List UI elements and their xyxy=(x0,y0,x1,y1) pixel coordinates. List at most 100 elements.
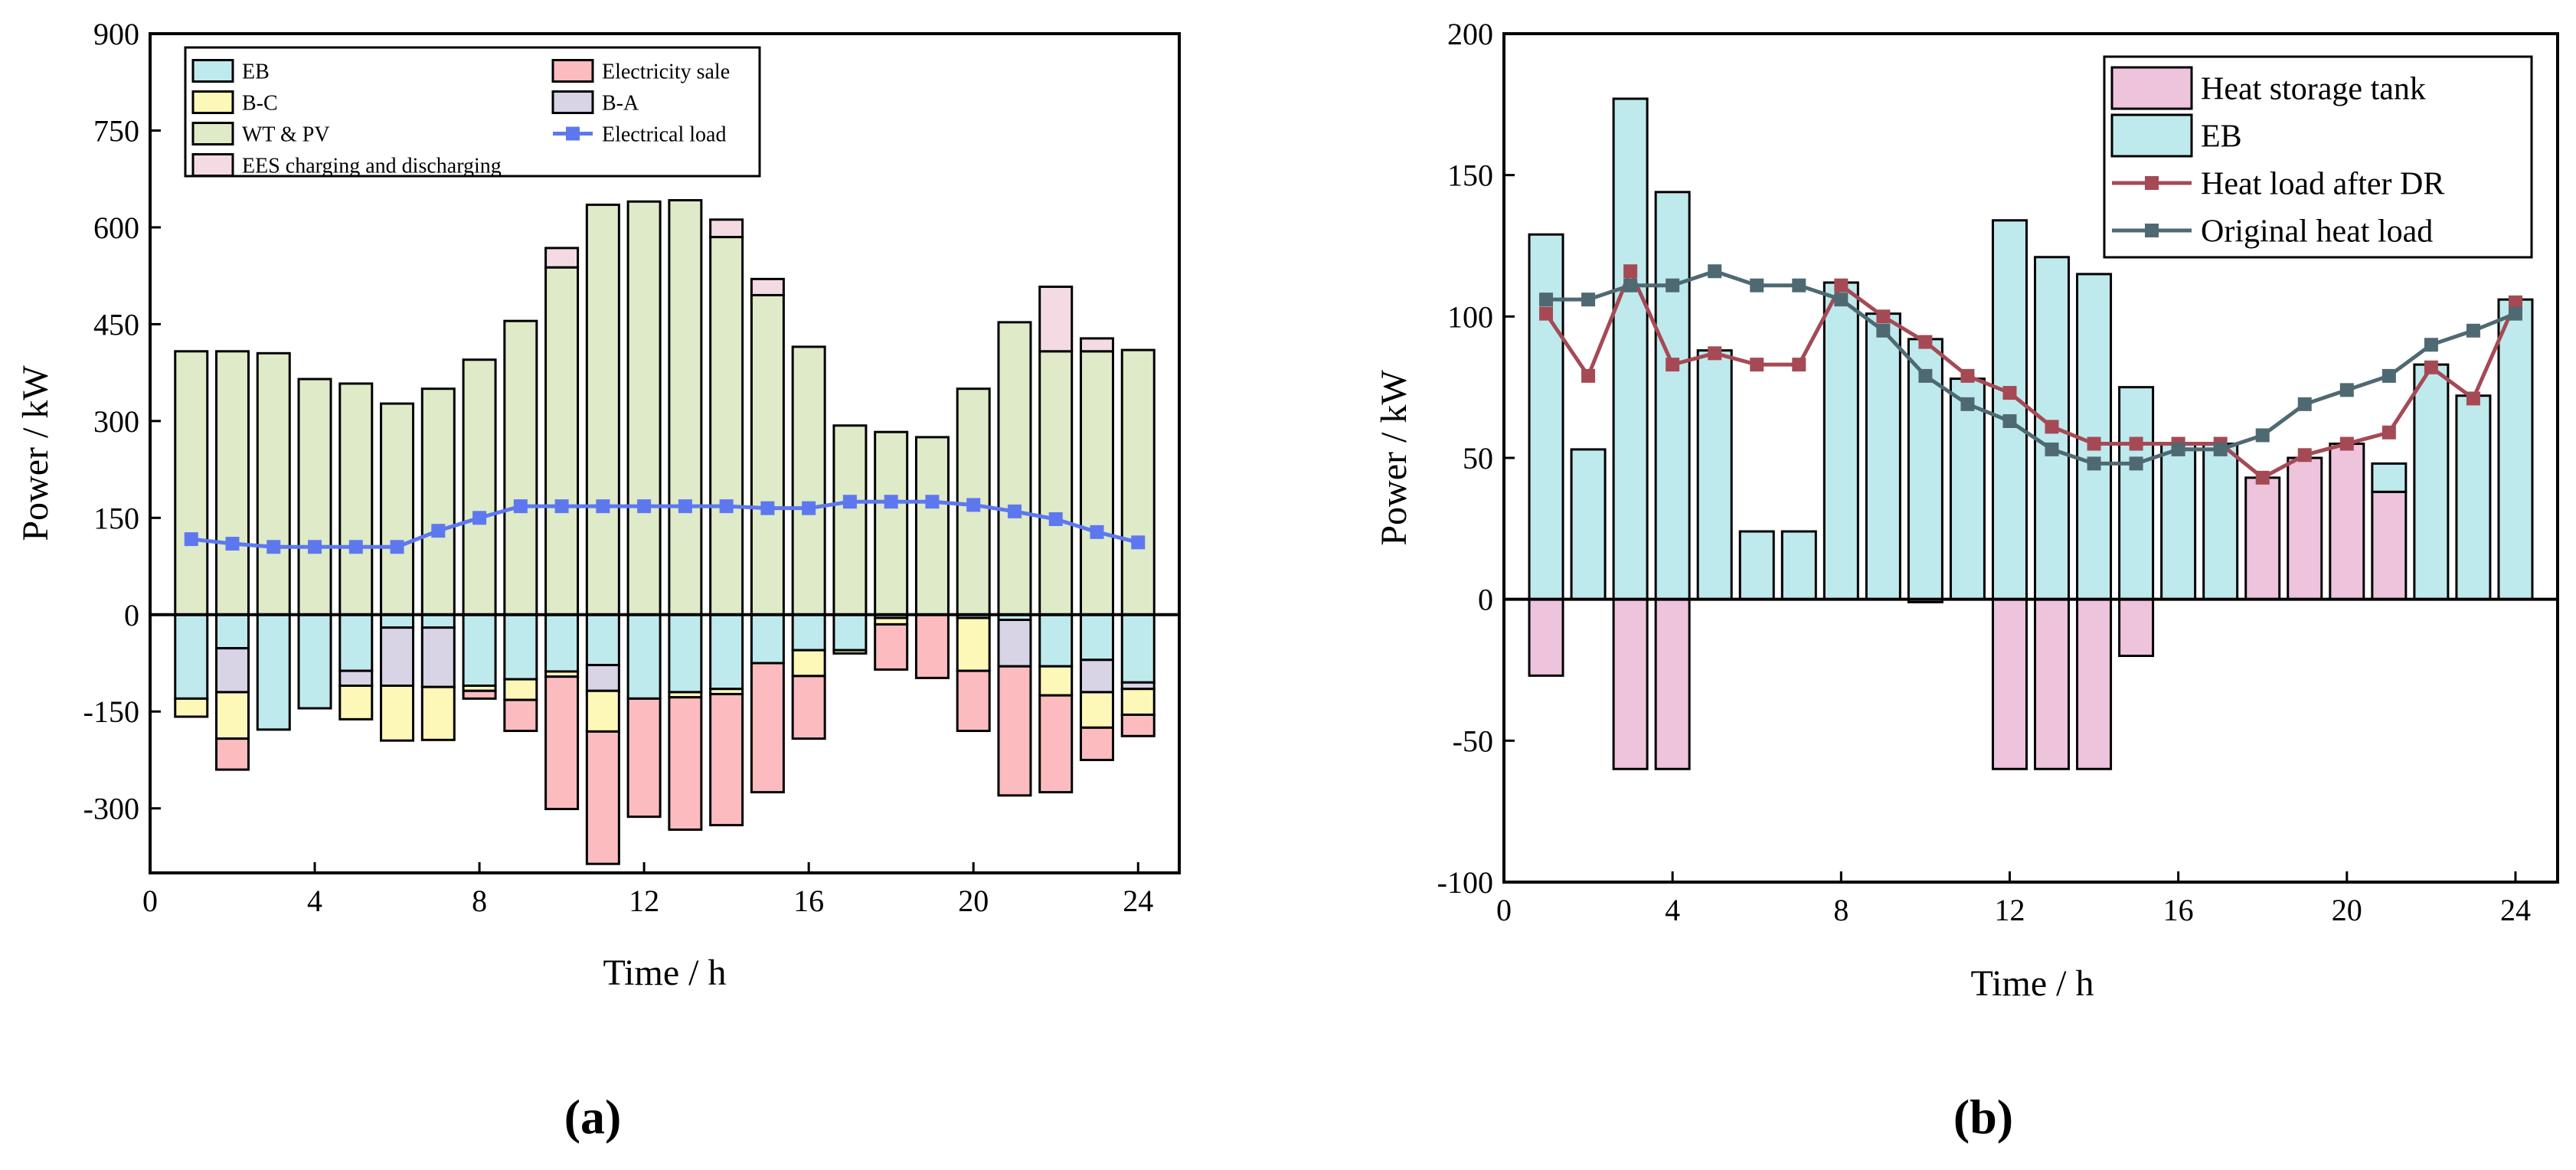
point-load_a xyxy=(596,499,610,514)
point-orig xyxy=(2002,413,2017,428)
bar-wtpv xyxy=(297,377,332,616)
bar-bc xyxy=(215,691,250,740)
bar-wtpv xyxy=(709,236,744,616)
bar-bc xyxy=(832,649,868,655)
point-orig xyxy=(1792,278,1806,292)
bar-bc xyxy=(585,689,620,733)
legend-label: EB xyxy=(2201,119,2242,155)
point-dr xyxy=(2087,436,2101,451)
panel-b-y-axis-label: Power / kW xyxy=(1374,370,1414,546)
bar-eb xyxy=(791,613,826,652)
series-line-load_a xyxy=(191,499,1139,549)
x-tick-label: 20 xyxy=(958,884,989,918)
point-orig xyxy=(2087,456,2101,471)
y-tick-label: 750 xyxy=(93,113,139,148)
bar-eb xyxy=(338,613,374,672)
bar-eb_b xyxy=(2160,443,2197,601)
bar-bc xyxy=(338,685,374,721)
point-orig xyxy=(1750,278,1764,292)
x-tick-label: 16 xyxy=(2163,893,2194,927)
bar-eb xyxy=(380,613,415,629)
bar-eb_b xyxy=(1570,448,1607,601)
point-dr xyxy=(1581,368,1596,383)
bar-eb xyxy=(1038,613,1074,668)
point-orig xyxy=(2129,456,2143,471)
bar-eb xyxy=(215,613,250,650)
bar-sale xyxy=(626,697,662,819)
series-line-dr xyxy=(1544,266,2518,480)
legend-marker xyxy=(2145,176,2159,190)
point-orig xyxy=(1539,292,1554,307)
point-load_a xyxy=(719,499,734,514)
bar-wtpv xyxy=(750,293,785,616)
y-tick-label: -300 xyxy=(83,792,139,826)
point-load_a xyxy=(802,501,816,515)
bar-sale xyxy=(956,669,991,733)
point-orig xyxy=(2297,397,2312,411)
point-dr xyxy=(1834,278,1849,292)
point-orig xyxy=(1834,292,1849,307)
legend-label: Electricity sale xyxy=(602,60,730,83)
series-line-orig xyxy=(1546,269,2516,466)
bar-ees xyxy=(1079,337,1114,353)
bar-tank xyxy=(2076,598,2113,770)
panel-b-legend: Heat storage tank EB Heat load after DR Ori… xyxy=(2103,55,2533,259)
point-load_a xyxy=(184,532,198,547)
bar-bc xyxy=(791,649,826,678)
bar-ees xyxy=(709,218,744,239)
bar-eb_b xyxy=(1991,219,2028,601)
bar-bc xyxy=(503,678,538,701)
bar-eb_b xyxy=(2371,462,2408,493)
panel-b-label: (b) xyxy=(1953,1090,2013,1144)
point-dr xyxy=(2339,436,2354,451)
point-orig xyxy=(1623,278,1638,292)
x-tick-label: 16 xyxy=(793,884,824,918)
bar-eb xyxy=(256,613,291,731)
bar-bc xyxy=(1079,691,1114,729)
point-orig xyxy=(1960,397,1975,411)
bar-sale xyxy=(709,692,744,827)
bar-ba xyxy=(585,664,620,692)
bar-sale xyxy=(1079,726,1114,761)
bar-wtpv xyxy=(462,358,497,616)
bar-tank xyxy=(2287,456,2323,601)
bar-tank xyxy=(1528,598,1564,677)
x-tick-label: 0 xyxy=(1496,893,1512,927)
legend-swatch xyxy=(191,153,234,177)
x-tick-label: 4 xyxy=(307,884,322,918)
legend-label: B-A xyxy=(602,91,639,115)
panel-a-line xyxy=(184,495,1146,554)
bar-ba xyxy=(380,626,415,688)
bar-sale xyxy=(997,665,1032,797)
bar-eb_b xyxy=(2455,394,2492,601)
bar-sale xyxy=(215,737,250,771)
legend-label: EES charging and discharging xyxy=(242,154,502,178)
bar-ba xyxy=(1079,659,1114,694)
legend-swatch xyxy=(551,90,594,114)
bar-wtpv xyxy=(668,199,703,616)
bar-sale xyxy=(503,698,538,733)
point-load_a xyxy=(554,499,569,514)
bar-eb_b xyxy=(1528,233,1564,601)
bar-wtpv xyxy=(1038,350,1074,616)
bar-tank xyxy=(2371,490,2408,601)
bar-eb_b xyxy=(1780,530,1817,601)
point-load_a xyxy=(760,501,775,515)
point-dr xyxy=(2424,360,2438,374)
y-tick-label: 0 xyxy=(124,598,139,632)
point-dr xyxy=(1623,264,1638,279)
bar-ba xyxy=(420,626,456,688)
point-orig xyxy=(1918,368,1933,383)
bar-bc xyxy=(420,685,456,741)
bar-wtpv xyxy=(256,351,291,616)
point-dr xyxy=(1708,346,1722,361)
point-orig xyxy=(2508,306,2522,321)
x-tick-label: 0 xyxy=(142,884,158,918)
bar-eb_b xyxy=(1612,97,1649,601)
bar-wtpv xyxy=(503,319,538,616)
point-dr xyxy=(2297,448,2312,462)
legend-swatch xyxy=(191,90,234,114)
bar-wtpv xyxy=(1079,350,1114,616)
bar-bc xyxy=(174,697,209,718)
